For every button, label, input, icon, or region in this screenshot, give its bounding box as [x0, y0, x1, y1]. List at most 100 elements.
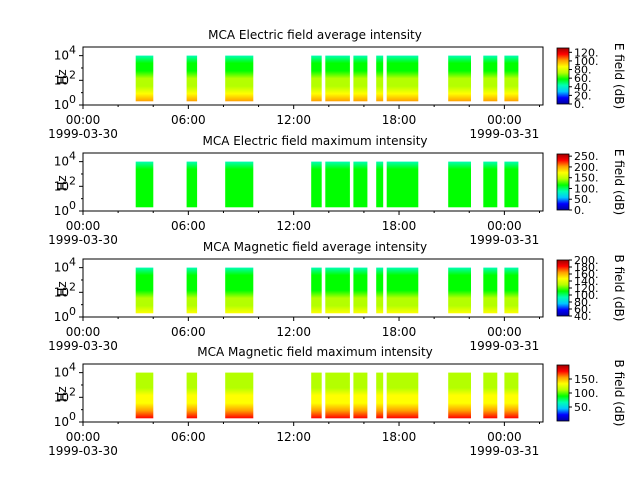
x-tick-label: 18:00 [382, 430, 417, 444]
colorbar-tick-label: 160. [574, 268, 599, 281]
x-tick-date: 1999-03-30 [48, 127, 118, 141]
y-tick-exponent: 2 [69, 280, 76, 293]
y-tick-exponent: 0 [69, 410, 76, 423]
heatmap-segment [504, 372, 519, 419]
colorbar-tick-label: 100. [574, 55, 599, 68]
y-tick-exponent: 2 [69, 174, 76, 187]
heatmap-segment [353, 372, 368, 419]
colorbar-tick-label: 150. [574, 172, 599, 185]
x-tick-label: 06:00 [171, 430, 206, 444]
colorbar-tick-label: 180. [574, 261, 599, 274]
x-tick-label: 00:00 [487, 325, 522, 339]
x-tick-label: 18:00 [382, 325, 417, 339]
y-tick-label: 10 [54, 415, 69, 429]
x-tick-label: 00:00 [66, 219, 101, 233]
y-tick-exponent: 4 [69, 44, 76, 57]
colorbar-tick-label: 60. [574, 303, 592, 316]
heatmap-segment [186, 372, 198, 419]
x-tick-label: 18:00 [382, 219, 417, 233]
heatmap-segment [448, 55, 471, 102]
heatmap-segment [483, 161, 498, 208]
heatmap-segment [325, 161, 350, 208]
colorbar-tick-label: 100. [574, 387, 599, 400]
colorbar [556, 364, 570, 422]
y-tick-label: 10 [54, 98, 69, 112]
colorbar-tick-label: 120. [574, 282, 599, 295]
y-tick-label: 10 [54, 285, 69, 299]
colorbar-tick-label: 80. [574, 296, 592, 309]
colorbar-tick-label: 120. [574, 46, 599, 59]
colorbar-tick-label: 50. [574, 401, 592, 414]
colorbar-tick-label: 250. [574, 150, 599, 163]
colorbar-tick-label: 100. [574, 289, 599, 302]
heatmap-segment [448, 372, 471, 419]
y-axis-label: Hz [55, 69, 69, 84]
colorbar-tick-label: 0. [574, 204, 585, 217]
heatmap-segment [135, 55, 154, 102]
x-tick-date: 1999-03-31 [469, 233, 539, 247]
colorbar [556, 47, 570, 105]
y-tick-exponent: 0 [69, 93, 76, 106]
colorbar-label: E field (dB) [612, 149, 626, 215]
x-tick-date: 1999-03-31 [469, 127, 539, 141]
colorbar [556, 153, 570, 211]
heatmap-segment [353, 55, 368, 102]
y-tick-exponent: 4 [69, 256, 76, 269]
colorbar-tick-label: 80. [574, 64, 592, 77]
heatmap-segment [376, 161, 384, 208]
heatmap-segment [135, 267, 154, 314]
y-tick-label: 10 [54, 49, 69, 63]
colorbar-tick-label: 20. [574, 89, 592, 102]
x-tick-label: 00:00 [487, 430, 522, 444]
heatmap-segment [483, 267, 498, 314]
heatmap-segment [504, 161, 519, 208]
x-tick-label: 06:00 [171, 219, 206, 233]
heatmap-segment [225, 267, 254, 314]
heatmap-segment [376, 267, 384, 314]
x-tick-date: 1999-03-31 [469, 444, 539, 458]
x-tick-date: 1999-03-30 [48, 444, 118, 458]
heatmap-segment [376, 55, 384, 102]
heatmap-segment [353, 267, 368, 314]
colorbar-tick-label: 150. [574, 373, 599, 386]
axes-frame [82, 363, 544, 423]
heatmap-segment [504, 55, 519, 102]
heatmap-segment [483, 372, 498, 419]
heatmap-segment [325, 267, 350, 314]
y-tick-label: 10 [54, 390, 69, 404]
heatmap-segment [225, 372, 254, 419]
x-tick-date: 1999-03-30 [48, 339, 118, 353]
colorbar-tick-label: 50. [574, 193, 592, 206]
colorbar [556, 259, 570, 317]
colorbar-tick-label: 200. [574, 161, 599, 174]
x-tick-date: 1999-03-31 [469, 339, 539, 353]
colorbar-tick-label: 60. [574, 72, 592, 85]
y-tick-exponent: 2 [69, 68, 76, 81]
x-tick-label: 12:00 [276, 325, 311, 339]
y-tick-label: 10 [54, 261, 69, 275]
colorbar-label: E field (dB) [612, 43, 626, 109]
heatmap-segment [386, 161, 419, 208]
y-tick-exponent: 0 [69, 199, 76, 212]
x-tick-label: 00:00 [487, 113, 522, 127]
y-axis-label: Hz [55, 386, 69, 401]
axes-frame [82, 152, 544, 212]
colorbar-tick-label: 140. [574, 275, 599, 288]
colorbar-tick-label: 0. [574, 98, 585, 111]
heatmap-segment [376, 372, 384, 419]
heatmap-segment [483, 55, 498, 102]
x-tick-label: 12:00 [276, 219, 311, 233]
x-tick-label: 00:00 [66, 113, 101, 127]
heatmap-segment [386, 55, 419, 102]
x-tick-label: 00:00 [66, 430, 101, 444]
x-tick-label: 18:00 [382, 113, 417, 127]
colorbar-tick-label: 200. [574, 254, 599, 267]
heatmap-segment [186, 161, 198, 208]
panel-title: MCA Magnetic field maximum intensity [197, 345, 433, 359]
heatmap-segment [386, 372, 419, 419]
axes-frame [82, 258, 544, 318]
y-tick-label: 10 [54, 310, 69, 324]
